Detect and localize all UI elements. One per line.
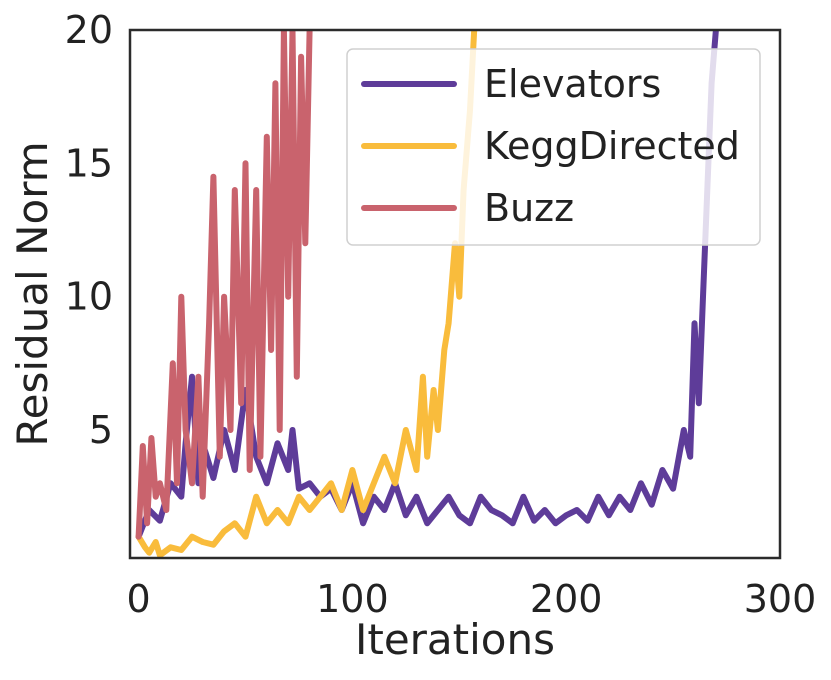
legend-label-buzz: Buzz [484, 186, 574, 230]
x-tick-labels: 0 100 200 300 [127, 577, 817, 621]
legend: Elevators KeggDirected Buzz [346, 48, 761, 246]
x-tick-label: 100 [316, 577, 389, 621]
series-line-keggdirected [135, 30, 478, 558]
x-tick-label: 200 [530, 577, 603, 621]
y-tick-label: 20 [65, 8, 113, 52]
y-tick-label: 10 [65, 275, 113, 319]
y-tick-label: 15 [65, 141, 113, 185]
x-axis-title: Iterations [355, 615, 555, 664]
x-tick-label: 300 [744, 577, 817, 621]
y-axis-title: Residual Norm [8, 141, 57, 446]
y-tick-labels: 5 10 15 20 [65, 8, 113, 452]
legend-label-keggdirected: KeggDirected [484, 124, 740, 168]
series-line-buzz [135, 30, 313, 540]
x-tick-label: 0 [127, 577, 151, 621]
legend-box [346, 48, 761, 246]
series-layer [135, 30, 719, 558]
y-tick-label: 5 [89, 408, 113, 452]
plot-frame [128, 28, 782, 560]
legend-label-elevators: Elevators [484, 62, 661, 106]
legend-items: Elevators KeggDirected Buzz [361, 62, 740, 230]
series-line-elevators [135, 30, 719, 540]
